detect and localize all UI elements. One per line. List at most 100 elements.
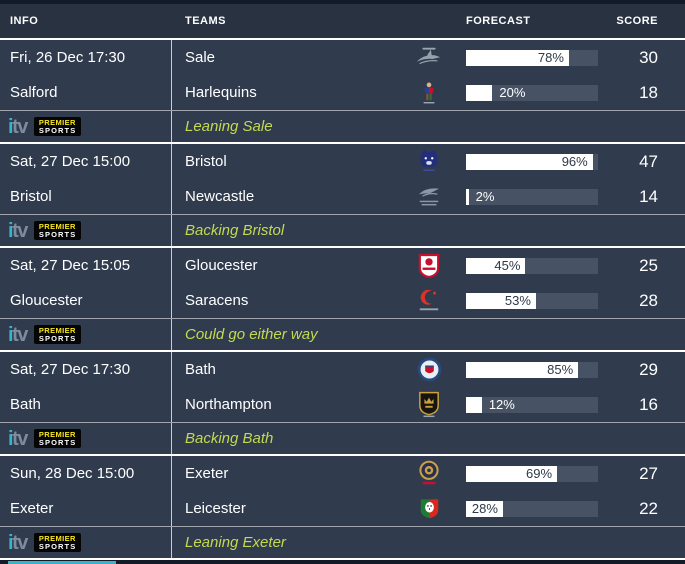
info-cell: Sat, 27 Dec 15:05 Gloucester <box>0 248 172 318</box>
team-name: Exeter <box>185 465 229 482</box>
forecast-bar-fill: 96% <box>466 153 593 170</box>
annotation-row: itv PREMIER SPORTS Backing Bristol <box>0 214 685 248</box>
forecast-percent-label: 20% <box>499 84 526 100</box>
forecast-percent-label: 2% <box>475 188 495 204</box>
itv-logo: itv <box>8 323 28 346</box>
forecast-percent-label: 96% <box>561 154 588 169</box>
teams-cell: Exeter 69% 27 Leicester 28% 22 <box>172 456 685 526</box>
team-row: Sale 78% 30 <box>172 40 685 75</box>
team-row: Northampton 12% 16 <box>172 387 685 422</box>
match-group: Sat, 27 Dec 15:00 Bristol Bristol 96% 47… <box>0 144 685 248</box>
match-rows: Sun, 28 Dec 15:00 Exeter Exeter 69% 27 L… <box>0 456 685 526</box>
forecast-verdict: Leaning Sale <box>185 118 273 135</box>
broadcaster-logos: itv PREMIER SPORTS <box>0 215 172 246</box>
premier-sports-logo: PREMIER SPORTS <box>33 117 82 136</box>
premier-sports-logo: PREMIER SPORTS <box>33 325 82 344</box>
team-row: Harlequins 20% 18 <box>172 75 685 110</box>
northampton-saints-logo <box>402 391 456 418</box>
itv-logo: itv <box>8 219 28 242</box>
forecast-percent-label: 69% <box>526 466 553 481</box>
forecast-bar: 53% <box>466 292 598 309</box>
annotation-row: itv PREMIER SPORTS Leaning Exeter <box>0 526 685 560</box>
premier-sports-line1: PREMIER <box>38 118 76 127</box>
kickoff-datetime: Sat, 27 Dec 15:05 <box>10 257 131 274</box>
team-row: Saracens 53% 28 <box>172 283 685 318</box>
column-header-info: INFO <box>10 15 39 27</box>
forecast-bar-fill: 45% <box>466 257 526 274</box>
premier-sports-line2: SPORTS <box>38 541 77 551</box>
forecast-bar-fill: 85% <box>466 361 579 378</box>
forecast-bar: 69% <box>466 465 598 482</box>
table-header: INFO TEAMS FORECAST SCORE <box>0 4 685 40</box>
forecast-score: 18 <box>639 82 658 102</box>
premier-sports-line2: SPORTS <box>38 437 77 447</box>
premier-sports-line2: SPORTS <box>38 125 77 135</box>
top-strip <box>0 0 685 4</box>
broadcaster-logos: itv PREMIER SPORTS <box>0 423 172 454</box>
match-groups: Fri, 26 Dec 17:30 Salford Sale 78% 30 Ha… <box>0 40 685 560</box>
itv-logo: itv <box>8 427 28 450</box>
premier-sports-logo: PREMIER SPORTS <box>33 533 82 552</box>
itv-logo: itv <box>8 531 28 554</box>
teams-cell: Sale 78% 30 Harlequins 20% 18 <box>172 40 685 110</box>
bath-logo <box>402 357 456 382</box>
info-cell: Sat, 27 Dec 17:30 Bath <box>0 352 172 422</box>
kickoff-datetime: Fri, 26 Dec 17:30 <box>10 49 126 66</box>
match-rows: Sat, 27 Dec 17:30 Bath Bath 85% 29 North… <box>0 352 685 422</box>
broadcaster-logos: itv PREMIER SPORTS <box>0 111 172 142</box>
annotation-row: itv PREMIER SPORTS Backing Bath <box>0 422 685 456</box>
match-group: Sun, 28 Dec 15:00 Exeter Exeter 69% 27 L… <box>0 456 685 560</box>
forecast-percent-label: 53% <box>504 293 531 308</box>
forecast-percent-label: 78% <box>537 50 564 65</box>
forecast-percent-label: 28% <box>471 501 498 516</box>
exeter-chiefs-logo <box>402 460 456 488</box>
forecast-score: 16 <box>639 394 658 414</box>
forecast-bar: 28% <box>466 500 598 517</box>
team-name: Leicester <box>185 500 246 517</box>
team-row: Gloucester 45% 25 <box>172 248 685 283</box>
premier-sports-line1: PREMIER <box>38 430 76 439</box>
annotation-row: itv PREMIER SPORTS Leaning Sale <box>0 110 685 144</box>
forecast-score: 25 <box>639 255 658 275</box>
forecast-percent-label: 85% <box>547 362 574 377</box>
venue: Salford <box>10 84 58 101</box>
team-name: Northampton <box>185 396 272 413</box>
team-name: Harlequins <box>185 84 257 101</box>
forecast-score: 30 <box>639 47 658 67</box>
forecast-percent-label: 12% <box>488 396 515 412</box>
team-name: Newcastle <box>185 188 255 205</box>
column-header-forecast: FORECAST <box>466 15 531 27</box>
team-row: Bristol 96% 47 <box>172 144 685 179</box>
teams-cell: Gloucester 45% 25 Saracens 53% 28 <box>172 248 685 318</box>
teams-cell: Bath 85% 29 Northampton 12% 16 <box>172 352 685 422</box>
info-cell: Fri, 26 Dec 17:30 Salford <box>0 40 172 110</box>
itv-logo: itv <box>8 115 28 138</box>
premier-sports-line2: SPORTS <box>38 333 77 343</box>
forecast-bar-fill <box>466 84 493 101</box>
team-row: Exeter 69% 27 <box>172 456 685 491</box>
team-name: Bath <box>185 361 216 378</box>
forecast-verdict: Backing Bristol <box>185 222 285 239</box>
premier-sports-logo: PREMIER SPORTS <box>33 429 82 448</box>
match-rows: Sat, 27 Dec 15:00 Bristol Bristol 96% 47… <box>0 144 685 214</box>
team-name: Sale <box>185 49 216 66</box>
premier-sports-line1: PREMIER <box>38 326 76 335</box>
gloucester-logo <box>402 253 456 279</box>
kickoff-datetime: Sun, 28 Dec 15:00 <box>10 465 135 482</box>
venue: Gloucester <box>10 292 83 309</box>
forecast-score: 22 <box>639 498 658 518</box>
kickoff-datetime: Sat, 27 Dec 15:00 <box>10 153 131 170</box>
annotation-row: itv PREMIER SPORTS Could go either way <box>0 318 685 352</box>
forecast-bar-fill <box>466 188 469 205</box>
match-group: Sat, 27 Dec 15:05 Gloucester Gloucester … <box>0 248 685 352</box>
info-cell: Sun, 28 Dec 15:00 Exeter <box>0 456 172 526</box>
teams-cell: Bristol 96% 47 Newcastle 2% 14 <box>172 144 685 214</box>
forecast-score: 47 <box>639 151 658 171</box>
venue: Exeter <box>10 500 54 517</box>
match-rows: Fri, 26 Dec 17:30 Salford Sale 78% 30 Ha… <box>0 40 685 110</box>
forecast-bar-fill: 28% <box>466 500 503 517</box>
newcastle-falcons-logo <box>402 185 456 209</box>
saracens-logo <box>402 288 456 314</box>
forecast-bar: 45% <box>466 257 598 274</box>
forecast-bar-fill: 78% <box>466 49 569 66</box>
